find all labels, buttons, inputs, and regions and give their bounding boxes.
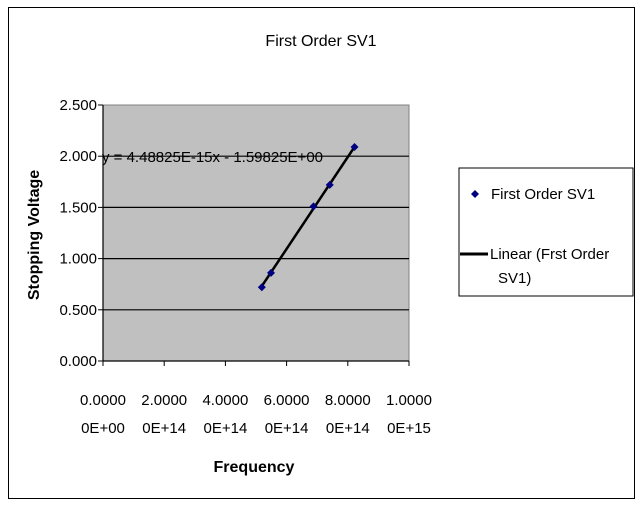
- data-point: [309, 202, 318, 211]
- plot-area: [102, 104, 410, 362]
- data-point: [325, 180, 334, 189]
- x-axis-title: Frequency: [214, 459, 295, 476]
- data-point: [350, 142, 359, 151]
- x-tick-label-line1: 0.0000: [80, 392, 126, 409]
- y-tick-label: 0.500: [59, 302, 97, 319]
- y-tick-label: 2.000: [59, 148, 97, 165]
- x-tick-label-line1: 4.0000: [202, 392, 248, 409]
- legend-item-trendline-line1: Linear (Frst Order: [490, 246, 609, 263]
- chart-svg: First Order SV1 0.000 0.500 1.000 1.500 2.00…: [26, 33, 634, 476]
- x-tick-label-line2: 0E+14: [204, 420, 248, 437]
- x-tick-label-line1: 2.0000: [141, 392, 187, 409]
- data-points: [257, 142, 359, 292]
- x-tick-label-line1: 6.0000: [264, 392, 310, 409]
- legend: First Order SV1 Linear (Frst Order SV1): [458, 167, 634, 297]
- x-tick-label-line2: 0E+00: [81, 420, 125, 437]
- y-tick-label: 1.500: [59, 199, 97, 216]
- legend-marker-diamond-icon: [471, 190, 479, 198]
- y-axis-title: Stopping Voltage: [26, 170, 43, 300]
- trendline: [260, 146, 356, 287]
- y-tick-label: 1.000: [59, 251, 97, 268]
- x-tick-label-line2: 0E+14: [142, 420, 186, 437]
- y-tick-label: 0.000: [59, 353, 97, 370]
- legend-item-series: First Order SV1: [491, 186, 595, 203]
- chart-frame: First Order SV1 0.000 0.500 1.000 1.500 2.00…: [8, 7, 635, 499]
- x-tick-label-line2: 0E+15: [387, 420, 431, 437]
- x-tick-label-line1: 1.0000: [386, 392, 432, 409]
- legend-item-trendline-line2: SV1): [498, 270, 531, 287]
- y-axis-ticks: 0.000 0.500 1.000 1.500 2.000 2.500: [59, 97, 103, 370]
- chart-title: First Order SV1: [265, 33, 376, 50]
- x-tick-label-line2: 0E+14: [326, 420, 370, 437]
- axes: [102, 105, 409, 362]
- x-tick-label-line2: 0E+14: [265, 420, 309, 437]
- x-tick-label-line1: 8.0000: [325, 392, 371, 409]
- trendline-group: [260, 146, 356, 287]
- gridlines: [103, 155, 409, 311]
- trendline-equation: y = 4.48825E-15x - 1.59825E+00: [102, 149, 323, 166]
- data-point: [266, 268, 275, 277]
- y-tick-label: 2.500: [59, 97, 97, 114]
- legend-box: [458, 167, 634, 297]
- x-axis-ticks: 0.0000 0E+00 2.0000 0E+14 4.0000 0E+14 6.0000 0…: [80, 361, 432, 437]
- data-point: [257, 283, 266, 292]
